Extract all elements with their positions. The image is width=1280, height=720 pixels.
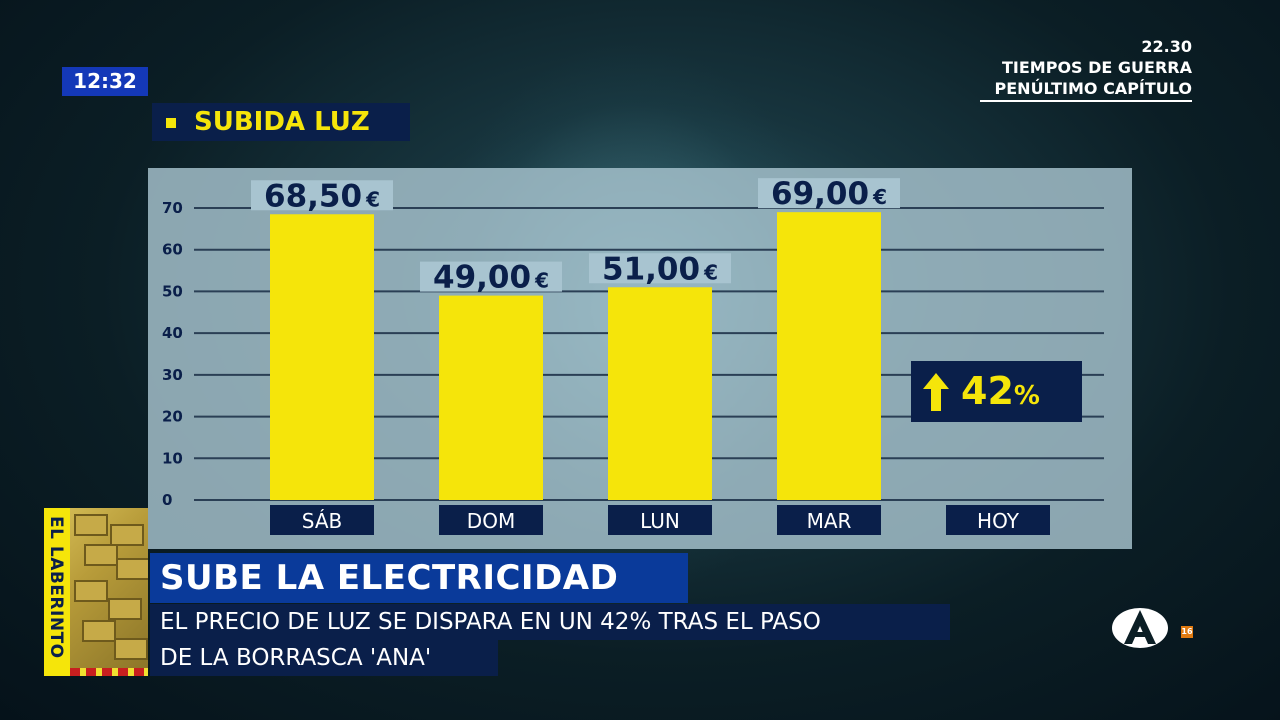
section-title: SUBIDA LUZ [194, 107, 370, 137]
promo-time: 22.30 [1141, 37, 1192, 56]
x-tick-label: LUN [640, 509, 680, 533]
y-tick-label: 0 [162, 491, 172, 509]
bar [270, 214, 374, 500]
y-tick-label: 70 [162, 199, 183, 217]
promo-underline [980, 100, 1192, 102]
bar [777, 212, 881, 500]
bullet-square-icon [166, 118, 176, 128]
bar [439, 295, 543, 500]
x-tick-label: SÁB [302, 509, 342, 533]
arrow-up-icon [923, 373, 949, 411]
data-label-bg [758, 178, 900, 209]
x-label-bg [439, 505, 543, 535]
program-logo: EL LABERINTO [44, 508, 148, 676]
section-tag: SUBIDA LUZ [152, 103, 410, 141]
data-label-bg [420, 261, 562, 292]
x-label-bg [608, 505, 712, 535]
x-label-bg [777, 505, 881, 535]
bar-chart: 0 10 20 30 40 50 60 70 68,50 € SÁB 49,00 € DOM 51,00 € L… [162, 176, 1104, 535]
subtitle-line-2: DE LA BORRASCA 'ANA' [150, 640, 498, 676]
y-tick-label: 30 [162, 366, 183, 384]
x-tick-label: DOM [467, 509, 515, 533]
x-label-bg [946, 505, 1050, 535]
antena3-logo-icon [1112, 608, 1168, 648]
program-logo-strip: EL LABERINTO [44, 508, 70, 676]
y-tick-label: 50 [162, 282, 183, 300]
data-label: 68,50 € [264, 178, 380, 214]
x-label-bg [270, 505, 374, 535]
age-rating-badge: 16 [1181, 626, 1193, 638]
headline: SUBE LA ELECTRICIDAD [150, 553, 688, 603]
data-label: 51,00 € [602, 251, 718, 287]
y-tick-label: 60 [162, 241, 183, 259]
logo-redbar [70, 668, 148, 676]
data-label: 49,00 € [433, 260, 549, 296]
y-tick-label: 10 [162, 449, 183, 467]
x-tick-label: HOY [977, 509, 1020, 533]
bar [608, 287, 712, 500]
y-tick-label: 20 [162, 408, 183, 426]
bar-chart-panel: 0 10 20 30 40 50 60 70 68,50 € SÁB 49,00 € DOM 51,00 € L… [148, 168, 1132, 549]
y-tick-label: 40 [162, 324, 183, 342]
promo-title: TIEMPOS DE GUERRA [1002, 58, 1192, 77]
data-label-bg [589, 253, 731, 284]
program-promo: 22.30 TIEMPOS DE GUERRA PENÚLTIMO CAPÍTU… [980, 36, 1192, 102]
data-label: 69,00 € [771, 176, 887, 212]
promo-subtitle: PENÚLTIMO CAPÍTULO [994, 79, 1192, 98]
x-tick-label: MAR [807, 509, 852, 533]
program-logo-text: EL LABERINTO [46, 516, 66, 659]
increase-value: 42% [961, 369, 1040, 413]
increase-badge: 42% [911, 361, 1082, 422]
subtitle-line-1: EL PRECIO DE LUZ SE DISPARA EN UN 42% TR… [150, 604, 950, 640]
data-label-bg [251, 180, 393, 211]
clock: 12:32 [62, 67, 148, 96]
